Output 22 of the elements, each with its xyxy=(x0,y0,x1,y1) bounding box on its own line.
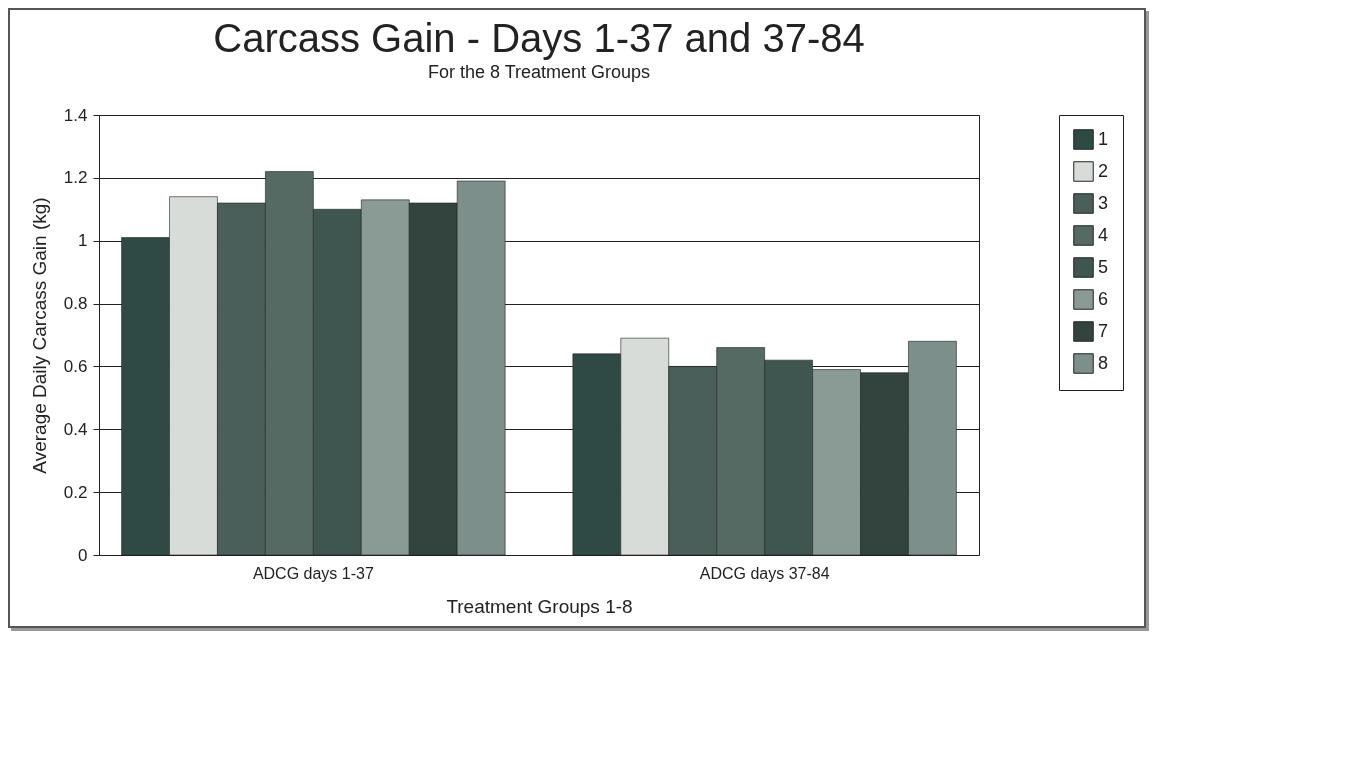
y-tick-label: 1 xyxy=(78,231,88,251)
legend-label: 5 xyxy=(1098,256,1109,277)
x-tick-label: ADCG days 37-84 xyxy=(699,564,830,582)
y-tick-label: 1.4 xyxy=(63,105,88,125)
y-tick-label: 0 xyxy=(78,545,88,565)
legend-label: 7 xyxy=(1098,320,1109,341)
legend-label: 6 xyxy=(1098,288,1109,309)
y-axis-title: Average Daily Carcass Gain (kg) xyxy=(28,197,50,474)
y-tick-label: 1.2 xyxy=(63,168,88,188)
legend-label: 3 xyxy=(1098,192,1109,213)
chart-subtitle: For the 8 Treatment Groups xyxy=(427,62,651,82)
legend-label: 4 xyxy=(1098,224,1109,245)
y-tick-label: 0.8 xyxy=(63,294,88,314)
legend-label: 8 xyxy=(1098,352,1109,373)
y-tick-label: 0.2 xyxy=(63,482,88,502)
legend-label: 2 xyxy=(1098,160,1109,181)
x-axis-title: Treatment Groups 1-8 xyxy=(446,595,633,617)
x-tick-label: ADCG days 1-37 xyxy=(252,564,374,582)
chart-title: Carcass Gain - Days 1-37 and 37-84 xyxy=(213,16,865,60)
legend-label: 1 xyxy=(1098,128,1109,149)
y-tick-label: 0.6 xyxy=(63,356,88,376)
y-tick-label: 0.4 xyxy=(63,419,88,439)
